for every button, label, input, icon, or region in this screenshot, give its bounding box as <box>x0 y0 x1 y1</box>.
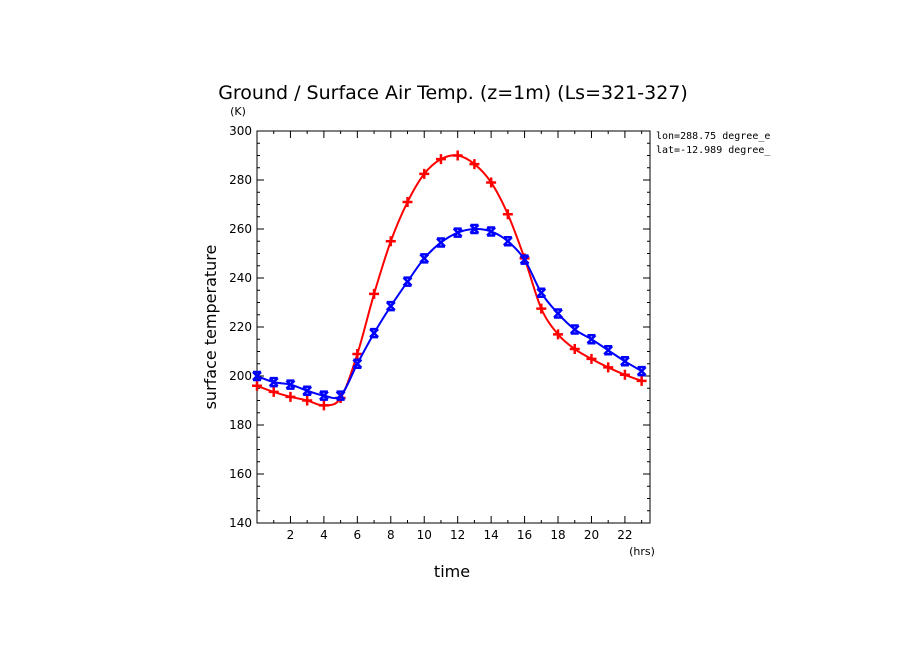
data-point <box>402 197 413 208</box>
data-point <box>486 177 497 188</box>
series-line <box>256 227 643 400</box>
y-tick-label: 160 <box>229 467 252 481</box>
data-point <box>268 376 279 388</box>
data-point <box>419 253 430 264</box>
y-tick-label: 180 <box>229 418 252 432</box>
data-point <box>302 385 313 396</box>
plot-frame <box>256 130 651 524</box>
x-tick-label: 14 <box>483 528 498 542</box>
x-axis-unit: (hrs) <box>629 545 655 558</box>
data-point <box>369 327 379 339</box>
data-point <box>452 227 463 238</box>
chart-title: Ground / Surface Air Temp. (z=1m) (Ls=32… <box>218 82 688 104</box>
annotation-lon: lon=288.75 degree_e <box>656 131 770 142</box>
y-tick-label: 200 <box>229 369 252 383</box>
data-point <box>603 345 614 356</box>
series-1 <box>252 223 647 401</box>
data-point <box>302 395 313 406</box>
axes: 140 160 180 200 220 240 260 280 300 2 4 6 8 10 12 14 16 1… <box>229 124 651 542</box>
data-point <box>586 334 597 345</box>
data-point <box>352 358 363 369</box>
y-axis-label: surface temperature <box>201 245 220 410</box>
data-point <box>536 303 547 314</box>
data-point <box>385 300 396 312</box>
y-tick-label: 220 <box>229 320 252 334</box>
data-point <box>569 344 580 355</box>
data-point <box>268 386 279 397</box>
series-line <box>256 154 642 407</box>
y-tick-label: 240 <box>229 271 252 285</box>
data-point <box>636 375 647 386</box>
y-tick-label: 300 <box>229 124 252 138</box>
series-0 <box>252 150 647 411</box>
data-point <box>636 365 647 377</box>
x-tick-label: 4 <box>320 528 328 542</box>
data-point <box>452 150 463 161</box>
data-point <box>435 154 446 165</box>
x-tick-label: 12 <box>450 528 465 542</box>
data-point <box>436 237 446 248</box>
x-axis-label: time <box>434 562 470 581</box>
data-point <box>502 236 513 247</box>
data-point <box>469 159 480 170</box>
data-point <box>419 168 430 179</box>
data-point <box>385 236 396 247</box>
y-axis-unit: (K) <box>230 105 246 118</box>
data-point <box>569 324 580 335</box>
data-point <box>318 400 329 411</box>
data-point <box>469 223 480 235</box>
x-tick-label: 16 <box>517 528 532 542</box>
data-point <box>402 276 413 287</box>
x-tick-label: 10 <box>417 528 432 542</box>
annotation-lat: lat=-12.989 degree_ <box>656 145 771 156</box>
y-tick-label: 280 <box>229 173 252 187</box>
data-point <box>285 391 296 402</box>
data-point <box>369 288 380 299</box>
data-point <box>486 226 497 237</box>
series-layer <box>252 150 647 411</box>
data-point <box>502 209 513 220</box>
data-point <box>519 254 530 265</box>
data-point <box>252 380 262 391</box>
x-tick-label: 22 <box>617 528 632 542</box>
data-point <box>620 356 630 367</box>
x-tick-label: 18 <box>550 528 565 542</box>
x-tick-label: 8 <box>387 528 395 542</box>
data-point <box>603 362 614 373</box>
data-point <box>285 379 296 390</box>
data-point <box>586 353 597 364</box>
x-tick-label: 2 <box>287 528 295 542</box>
data-point <box>536 287 547 298</box>
data-point <box>252 370 262 382</box>
data-point <box>553 329 564 340</box>
data-point <box>352 348 363 359</box>
data-point <box>619 369 630 380</box>
data-point <box>335 390 346 401</box>
data-point <box>553 308 563 319</box>
data-point <box>319 390 329 401</box>
y-tick-label: 260 <box>229 222 252 236</box>
x-tick-label: 6 <box>354 528 362 542</box>
x-tick-label: 20 <box>584 528 599 542</box>
y-tick-label: 140 <box>229 516 252 530</box>
